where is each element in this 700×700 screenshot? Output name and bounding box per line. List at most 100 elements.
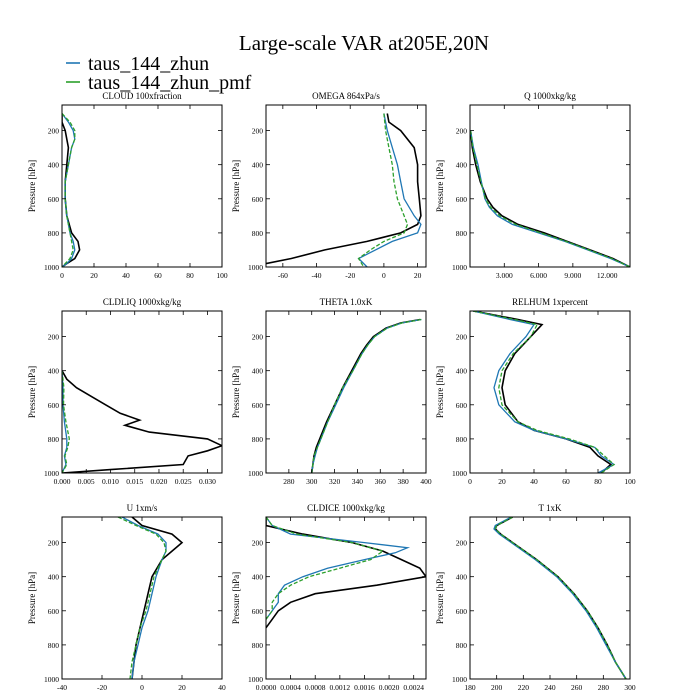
y-tick-label: 800 — [456, 641, 468, 650]
panel-title: Q 1000xkg/kg — [524, 91, 576, 101]
y-tick-label: 600 — [456, 195, 468, 204]
series-line-taus-144-zhun — [62, 370, 68, 473]
y-tick-label: 1000 — [44, 263, 59, 272]
y-tick-label: 600 — [252, 195, 264, 204]
y-tick-label: 400 — [252, 573, 264, 582]
panel-title: OMEGA 864xPa/s — [312, 91, 380, 101]
x-tick-label: 240 — [544, 683, 556, 692]
x-tick-label: -20 — [345, 271, 355, 280]
y-axis-label: Pressure [hPa] — [435, 572, 445, 624]
x-tick-label: 100 — [624, 477, 636, 486]
x-tick-label: 0.0004 — [280, 683, 301, 692]
y-tick-label: 400 — [48, 367, 60, 376]
x-tick-label: 100 — [216, 271, 228, 280]
x-tick-label: -60 — [278, 271, 288, 280]
y-tick-label: 200 — [252, 539, 264, 548]
x-tick-label: 0 — [140, 683, 144, 692]
x-tick-label: 340 — [352, 477, 364, 486]
x-tick-label: 320 — [329, 477, 341, 486]
series-line-taus-144-zhun-pmf — [470, 130, 630, 267]
panel-3: Q 1000xkg/kg Pressure [hPa] 200 400 600 800 10… — [435, 91, 631, 280]
panel-5: THETA 1.0xK Pressure [hPa] 200 400 600 800 100… — [231, 297, 432, 486]
plot-frame — [61, 516, 223, 680]
x-tick-label: 180 — [464, 683, 476, 692]
y-tick-label: 1000 — [248, 469, 263, 478]
panel-title: CLDICE 1000xkg/kg — [307, 503, 385, 513]
x-tick-label: 0.010 — [102, 477, 119, 486]
x-tick-label: 0.0020 — [379, 683, 400, 692]
x-tick-label: 0.000 — [54, 477, 71, 486]
plot-frame — [469, 104, 631, 268]
y-tick-label: 1000 — [248, 675, 263, 684]
y-axis-label: Pressure [hPa] — [435, 160, 445, 212]
y-axis-label: Pressure [hPa] — [435, 366, 445, 418]
x-tick-label: 360 — [375, 477, 387, 486]
series-line-reference — [266, 517, 426, 629]
x-tick-label: 20 — [498, 477, 506, 486]
x-tick-label: 40 — [122, 271, 130, 280]
x-tick-label: -20 — [97, 683, 107, 692]
x-tick-label: 0.025 — [175, 477, 192, 486]
y-tick-label: 200 — [48, 127, 60, 136]
y-tick-label: 600 — [48, 401, 60, 410]
x-tick-label: 60 — [562, 477, 570, 486]
series-line-taus-144-zhun — [470, 130, 630, 267]
y-axis-label: Pressure [hPa] — [27, 160, 37, 212]
series-line-reference — [470, 130, 630, 267]
x-tick-label: 0.0000 — [256, 683, 277, 692]
x-tick-label: 60 — [154, 271, 162, 280]
x-tick-label: 20 — [414, 271, 422, 280]
series-line-taus-144-zhun — [311, 318, 422, 473]
y-tick-label: 200 — [456, 127, 468, 136]
y-tick-label: 200 — [456, 333, 468, 342]
y-axis-label: Pressure [hPa] — [231, 160, 241, 212]
plot-frame — [265, 516, 427, 680]
x-tick-label: 80 — [186, 271, 194, 280]
y-tick-label: 800 — [48, 641, 60, 650]
y-tick-label: 1000 — [44, 675, 59, 684]
y-tick-label: 200 — [48, 333, 60, 342]
y-tick-label: 400 — [456, 367, 468, 376]
plot-frame — [61, 310, 223, 474]
x-tick-label: 260 — [571, 683, 583, 692]
panel-title: T 1xK — [538, 503, 562, 513]
panel-title: RELHUM 1xpercent — [512, 297, 588, 307]
x-tick-label: 0.005 — [78, 477, 95, 486]
x-tick-label: 400 — [420, 477, 432, 486]
x-tick-label: 40 — [530, 477, 538, 486]
plot-frame — [265, 104, 427, 268]
series-line-taus-144-zhun-pmf — [117, 517, 167, 679]
legend-label-1: taus_144_zhun — [88, 53, 209, 75]
x-tick-label: 280 — [283, 477, 295, 486]
plot-frame — [61, 104, 223, 268]
x-tick-label: 9.000 — [564, 271, 581, 280]
y-axis-label: Pressure [hPa] — [231, 366, 241, 418]
legend: taus_144_zhun taus_144_zhun_pmf — [66, 53, 252, 94]
series-line-taus-144-zhun — [493, 517, 627, 679]
y-tick-label: 600 — [456, 401, 468, 410]
series-line-reference — [266, 113, 422, 265]
x-tick-label: 200 — [491, 683, 503, 692]
plot-frame — [265, 310, 427, 474]
x-tick-label: -40 — [312, 271, 322, 280]
panel-title: CLOUD 100xfraction — [102, 91, 182, 101]
series-line-reference — [310, 318, 421, 473]
y-tick-label: 200 — [252, 127, 264, 136]
x-tick-label: 220 — [518, 683, 530, 692]
y-axis-label: Pressure [hPa] — [27, 366, 37, 418]
x-tick-label: 300 — [306, 477, 318, 486]
series-line-taus-144-zhun-pmf — [266, 517, 385, 620]
panel-4: CLDLIQ 1000xkg/kg Pressure [hPa] 200 400 600… — [27, 297, 223, 486]
y-tick-label: 600 — [48, 195, 60, 204]
x-tick-label: 280 — [598, 683, 610, 692]
x-tick-label: 0.015 — [126, 477, 143, 486]
x-tick-label: 20 — [178, 683, 186, 692]
y-tick-label: 200 — [48, 539, 60, 548]
plot-frame — [469, 310, 631, 474]
x-tick-label: 6.000 — [530, 271, 547, 280]
panel-title: CLDLIQ 1000xkg/kg — [103, 297, 182, 307]
